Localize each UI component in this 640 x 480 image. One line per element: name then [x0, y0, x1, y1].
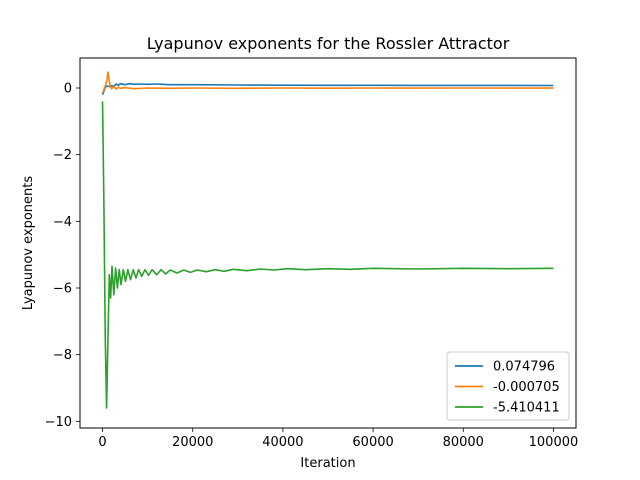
x-tick-label: 0	[98, 435, 106, 450]
x-axis: 0 20000 40000 60000 80000 100000	[98, 428, 578, 450]
plot-frame	[79, 57, 577, 429]
x-tick-label: 20000	[172, 435, 213, 450]
chart-title: Lyapunov exponents for the Rossler Attra…	[147, 34, 510, 53]
series-line-3	[101, 101, 554, 409]
y-axis: 0 −2 −4 −6 −8 −10	[45, 82, 80, 430]
y-tick-label: −4	[53, 215, 72, 230]
x-axis-label: Iteration	[300, 456, 355, 471]
y-tick-label: −6	[53, 282, 72, 297]
series-line-2	[101, 71, 554, 94]
y-tick-label: −2	[53, 148, 72, 163]
legend-box	[446, 351, 570, 421]
y-tick-label: −8	[53, 348, 72, 363]
legend-label-3: -5.410411	[493, 401, 560, 416]
legend-label-2: -0.000705	[493, 380, 560, 395]
y-axis-label: Lyapunov exponents	[21, 176, 36, 310]
plot-area	[101, 71, 554, 409]
x-tick-label: 100000	[529, 435, 579, 450]
x-tick-label: 80000	[443, 435, 484, 450]
legend-label-1: 0.074796	[493, 360, 555, 375]
legend: 0.074796 -0.000705 -5.410411	[446, 351, 570, 421]
x-tick-label: 60000	[352, 435, 393, 450]
y-tick-label: −10	[45, 415, 72, 430]
y-tick-label: 0	[64, 82, 72, 97]
x-tick-label: 40000	[262, 435, 303, 450]
